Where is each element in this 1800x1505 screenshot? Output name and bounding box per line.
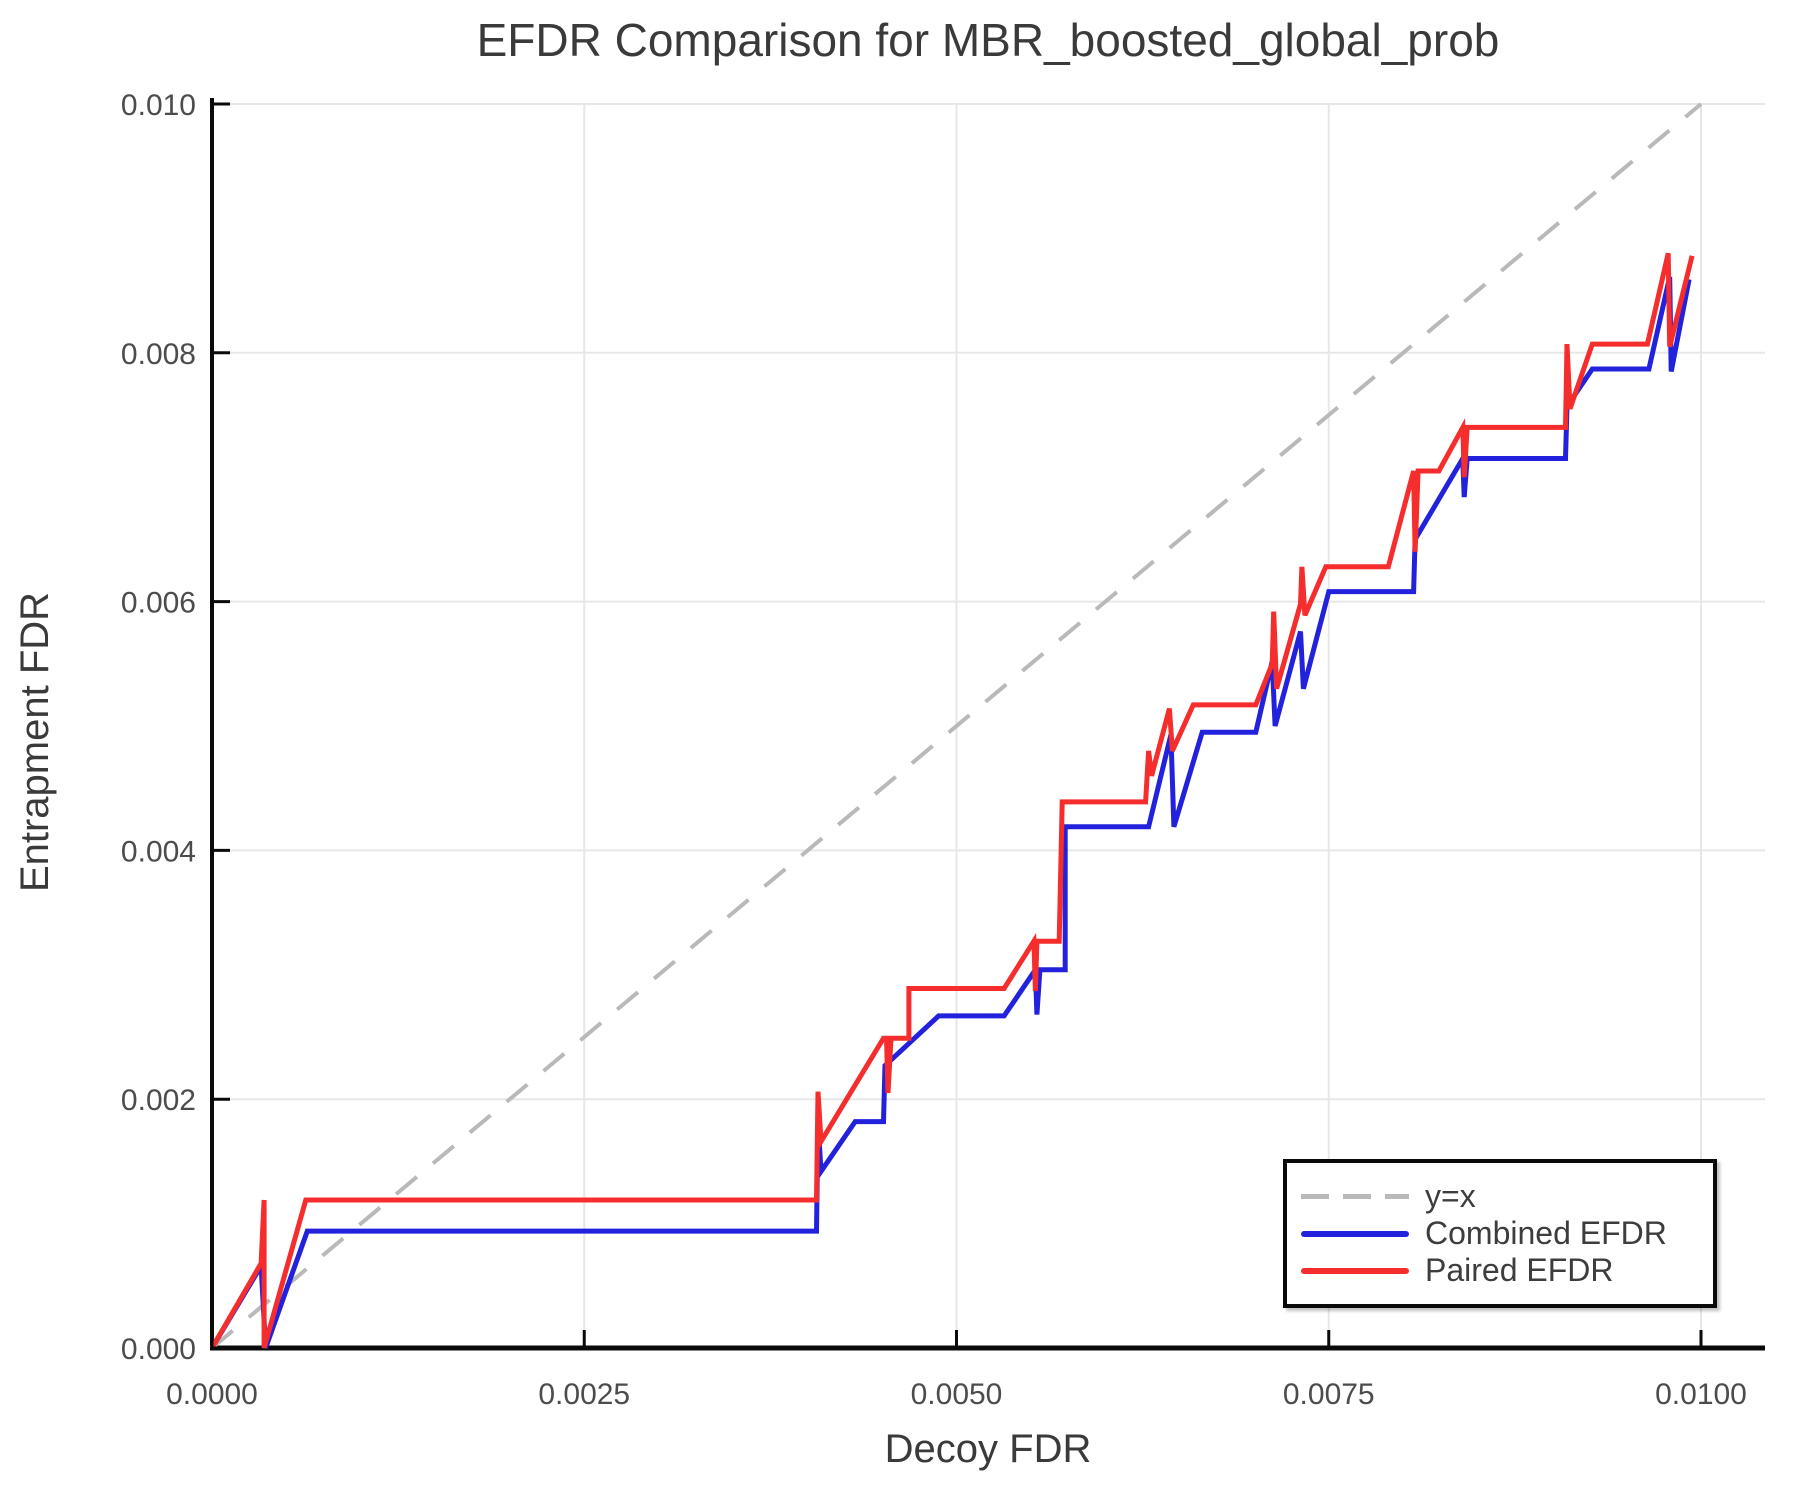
blue-line-sample [1301,1230,1409,1237]
x-tick-label-2: 0.0050 [911,1378,1003,1411]
x-tick-label-1: 0.0025 [538,1378,630,1411]
y-axis-label: Entrapment FDR [13,592,57,892]
legend: y=x Combined EFDR Paired EFDR [1283,1159,1717,1308]
y-tick-label-4: 0.008 [121,338,196,371]
y-tick-label-2: 0.004 [121,835,196,868]
legend-label-yx: y=x [1425,1178,1476,1214]
y-tick-label-3: 0.006 [121,587,196,620]
dashed-line-sample [1301,1194,1409,1199]
axis-ticks [210,102,1703,1350]
y-tick-label-0: 0.000 [121,1333,196,1366]
series-line-combined-efdr [209,276,1692,1350]
axis-spines [210,98,1765,1351]
y-tick-label-5: 0.010 [121,89,196,122]
y-tick-label-1: 0.002 [121,1084,196,1117]
legend-item-combined-efdr: Combined EFDR [1301,1215,1697,1252]
legend-item-yx: y=x [1301,1178,1697,1215]
red-line-sample [1301,1267,1409,1274]
series-lines [209,102,1703,1350]
tick-labels: 0.0000 0.0025 0.0050 0.0075 0.0100 0.000 0.002… [121,89,1747,1411]
x-tick-label-3: 0.0075 [1283,1378,1375,1411]
x-axis-label: Decoy FDR [885,1427,1092,1471]
series-line-paired-efdr [209,252,1695,1350]
legend-item-paired-efdr: Paired EFDR [1301,1252,1697,1289]
legend-label-paired-efdr: Paired EFDR [1425,1252,1614,1288]
chart-title: EFDR Comparison for MBR_boosted_global_p… [477,14,1500,66]
x-tick-label-4: 0.0100 [1655,1378,1747,1411]
x-tick-label-0: 0.0000 [166,1378,258,1411]
series-line-y-x [210,102,1703,1350]
legend-label-combined-efdr: Combined EFDR [1425,1215,1667,1251]
